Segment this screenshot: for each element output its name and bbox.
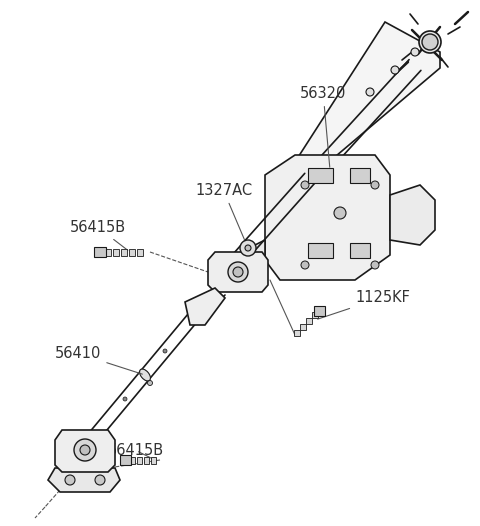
Bar: [300, 324, 306, 330]
Bar: [129, 248, 135, 256]
Circle shape: [228, 262, 248, 282]
Bar: [350, 167, 370, 183]
Circle shape: [245, 245, 251, 251]
Ellipse shape: [334, 207, 346, 219]
Circle shape: [371, 261, 379, 269]
Bar: [313, 306, 324, 316]
Bar: [308, 242, 333, 258]
Circle shape: [65, 475, 75, 485]
Bar: [122, 457, 128, 463]
Bar: [120, 455, 131, 465]
Circle shape: [95, 475, 105, 485]
Bar: [312, 312, 318, 318]
Text: 1125KF: 1125KF: [318, 290, 410, 319]
Circle shape: [147, 380, 153, 386]
Bar: [130, 457, 134, 463]
Text: 56415B: 56415B: [70, 220, 128, 250]
Bar: [151, 457, 156, 463]
Polygon shape: [390, 185, 435, 245]
Polygon shape: [185, 288, 225, 325]
Bar: [144, 457, 148, 463]
Circle shape: [411, 48, 419, 56]
Circle shape: [301, 261, 309, 269]
Circle shape: [233, 267, 243, 277]
Bar: [136, 457, 142, 463]
Circle shape: [240, 240, 256, 256]
Circle shape: [366, 88, 374, 96]
Bar: [121, 248, 127, 256]
Text: 56320: 56320: [300, 86, 347, 167]
Ellipse shape: [140, 369, 150, 381]
Circle shape: [391, 66, 399, 74]
Bar: [105, 248, 111, 256]
Bar: [306, 318, 312, 324]
Bar: [350, 242, 370, 258]
Text: 56410: 56410: [55, 346, 143, 374]
Circle shape: [123, 397, 127, 401]
Circle shape: [74, 439, 96, 461]
Bar: [113, 248, 119, 256]
Text: 56415B: 56415B: [108, 443, 164, 459]
Bar: [294, 330, 300, 336]
Circle shape: [163, 349, 167, 353]
Circle shape: [371, 181, 379, 189]
Polygon shape: [230, 240, 265, 285]
Bar: [94, 247, 106, 257]
Bar: [308, 167, 333, 183]
Polygon shape: [55, 430, 115, 472]
Polygon shape: [265, 155, 390, 280]
Bar: [97, 248, 103, 256]
Polygon shape: [295, 22, 440, 178]
Circle shape: [422, 34, 438, 50]
Bar: [137, 248, 143, 256]
Ellipse shape: [419, 31, 441, 53]
Polygon shape: [48, 468, 120, 492]
Polygon shape: [208, 252, 268, 292]
Circle shape: [301, 181, 309, 189]
Circle shape: [80, 445, 90, 455]
Text: 1327AC: 1327AC: [195, 183, 252, 246]
